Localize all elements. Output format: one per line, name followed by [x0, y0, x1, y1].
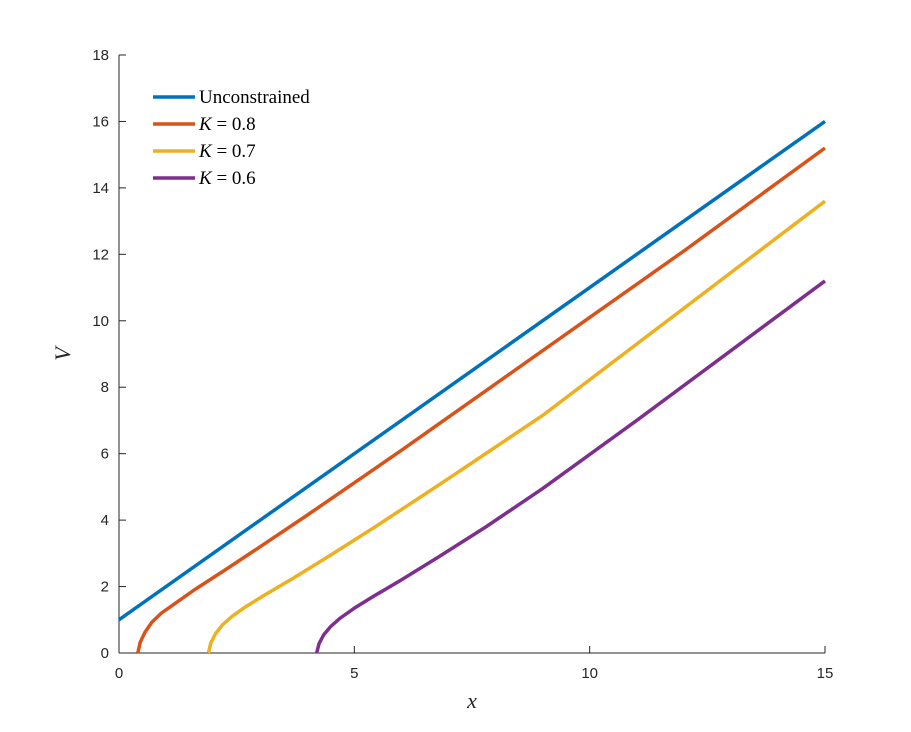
legend-label-2: K = 0.7 [198, 141, 256, 162]
y-tick-label: 14 [92, 180, 109, 197]
x-tick-label: 15 [817, 665, 834, 682]
legend-label-part: = 0.7 [212, 141, 256, 162]
legend-label-3: K = 0.6 [198, 168, 256, 189]
series-line-1 [136, 146, 827, 654]
legend-label-part: = 0.8 [212, 114, 256, 135]
legend-label-part: = 0.6 [212, 168, 256, 189]
legend-label-0: Unconstrained [199, 87, 310, 108]
legend-label-part: K [198, 168, 213, 189]
y-tick-label: 8 [101, 379, 109, 396]
y-tick-label: 10 [92, 313, 109, 330]
x-ticks: 0 5 10 15 [115, 646, 834, 682]
legend-label-part: K [198, 141, 213, 162]
legend-label-1: K = 0.8 [198, 114, 256, 135]
legend-label-part: Unconstrained [199, 87, 310, 108]
y-axis-title: V [50, 345, 75, 361]
y-tick-label: 2 [101, 579, 109, 596]
y-tick-label: 6 [101, 446, 109, 463]
series-line-0 [117, 120, 827, 622]
series-line-3 [314, 279, 827, 654]
axes: 0 5 10 15 0 2 4 6 8 10 12 14 16 18 x V [50, 47, 833, 713]
y-ticks: 0 2 4 6 8 10 12 14 16 18 [92, 47, 126, 662]
y-tick-label: 16 [92, 113, 109, 130]
legend-label-part: K [198, 114, 213, 135]
x-axis-title: x [466, 688, 477, 713]
y-tick-label: 0 [101, 645, 109, 662]
y-tick-label: 12 [92, 246, 109, 263]
series-lines [117, 120, 827, 654]
x-tick-label: 10 [581, 665, 598, 682]
x-tick-label: 5 [350, 665, 358, 682]
y-tick-label: 18 [92, 47, 109, 64]
series-line-2 [206, 199, 827, 654]
y-tick-label: 4 [101, 512, 109, 529]
x-tick-label: 0 [115, 665, 123, 682]
